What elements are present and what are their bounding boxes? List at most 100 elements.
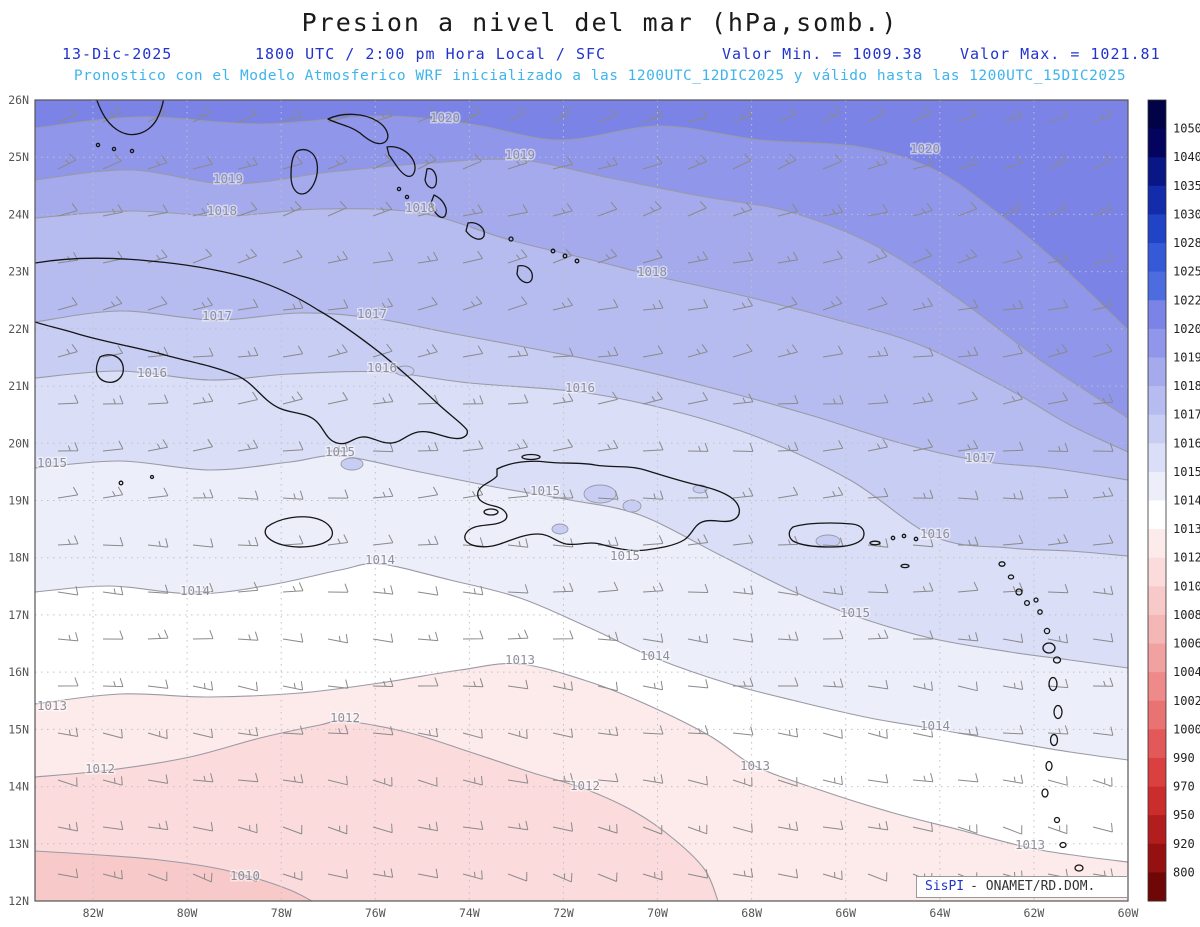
wind-barb [507,394,529,405]
wind-barb [282,345,304,358]
wind-barb [57,535,79,546]
wind-barb [462,440,484,452]
wind-barb [957,581,979,593]
isobar-label: 1016 [920,526,950,541]
wind-barb [372,201,393,217]
wind-barb [552,392,574,405]
wind-barb [957,248,978,264]
wind-barb [642,391,663,405]
wind-barb [732,677,754,687]
wind-barb [913,630,934,640]
colorbar-tick-label: 800 [1173,865,1195,879]
wind-barb [417,868,439,879]
colorbar-tick-label: 950 [1173,808,1195,822]
wind-barb [642,825,663,835]
wind-barb [147,871,168,882]
wind-barb [957,346,979,358]
wind-barb [1047,109,1068,123]
wind-barb [237,536,259,547]
wind-barb [867,106,886,123]
wind-barb [912,582,934,593]
wind-barb [57,107,77,123]
colorbar-cell [1148,357,1166,387]
wind-barb [462,775,483,786]
wind-barb [417,631,439,642]
wind-barb [147,249,168,264]
wind-barb [462,678,484,688]
colorbar-tick-label: 1008 [1173,608,1200,622]
model-info-line: Pronostico con el Modelo Atmosferico WRF… [73,68,1127,84]
lat-tick-label: 16N [8,665,29,679]
wind-barb [732,252,754,264]
wind-barb [1002,774,1024,784]
wind-barb [192,630,214,640]
wind-barb [1047,678,1069,689]
wind-barb [102,106,122,123]
wind-barb [642,108,663,123]
wind-barb [957,726,979,736]
wind-barb [237,202,258,217]
wind-barb [282,490,304,500]
wind-barb [822,486,844,499]
isobar-label: 1015 [840,605,870,620]
isobar-line-1018 [35,208,1128,453]
wind-barb [1002,250,1023,264]
wind-barb [597,346,619,358]
wind-barb [102,729,123,739]
wind-barb [327,583,349,593]
wind-barb [1092,442,1114,452]
coastline-inagua [516,265,533,284]
wind-barb [732,726,754,736]
lon-tick-label: 82W [83,906,104,920]
wind-barb [597,631,619,642]
wind-barb [102,296,123,311]
wind-barb [417,777,438,787]
wind-barb [777,251,799,264]
map-border [34,99,1129,902]
wind-barb [1047,489,1069,499]
colorbar-cell [1148,843,1166,873]
lon-tick-label: 72W [553,906,574,920]
lat-tick-label: 19N [8,494,29,508]
wind-barb [777,728,799,738]
wind-barb [282,582,304,593]
colorbar-cell [1148,786,1166,816]
colorbar-tick-label: 1006 [1173,637,1200,651]
wind-barb [1047,633,1069,644]
isobar-line-1015 [35,455,1128,669]
wind-barb [237,490,259,500]
wind-barb [642,345,664,358]
coastline-guadeloupe [1042,642,1056,654]
wind-barb [553,489,574,499]
wind-barb [192,489,214,499]
wind-barb [778,677,799,687]
colorbar-cell [1148,414,1166,444]
wind-barb [327,201,347,217]
graticule-grid [35,100,1128,901]
wind-barb [777,344,798,358]
wind-barb [552,872,573,883]
wind-barb [642,680,664,691]
isobar-label: 1013 [1015,837,1045,852]
wind-barb [912,392,934,405]
colorbar-cell [1148,529,1166,559]
coastline-mayaguana [508,236,514,242]
isobar-label: 1010 [230,868,260,883]
coastline-antilles-islet [1059,841,1067,849]
wind-barb [777,777,798,787]
wind-barb [462,729,483,739]
wind-barb [372,534,394,546]
colorbar-tick-label: 1035 [1173,179,1200,193]
wind-barb [732,534,754,546]
wind-barb [957,391,978,405]
wind-barb [1092,393,1114,405]
wind-barb [957,156,978,170]
wind-barb [597,872,618,882]
colorbar-tick-label: 1050 [1173,122,1200,136]
wind-barb [822,678,844,688]
coastline-hispaniola [464,460,741,552]
wind-barb [642,633,664,643]
wind-barb [1002,725,1024,735]
wind-barb [777,296,798,311]
